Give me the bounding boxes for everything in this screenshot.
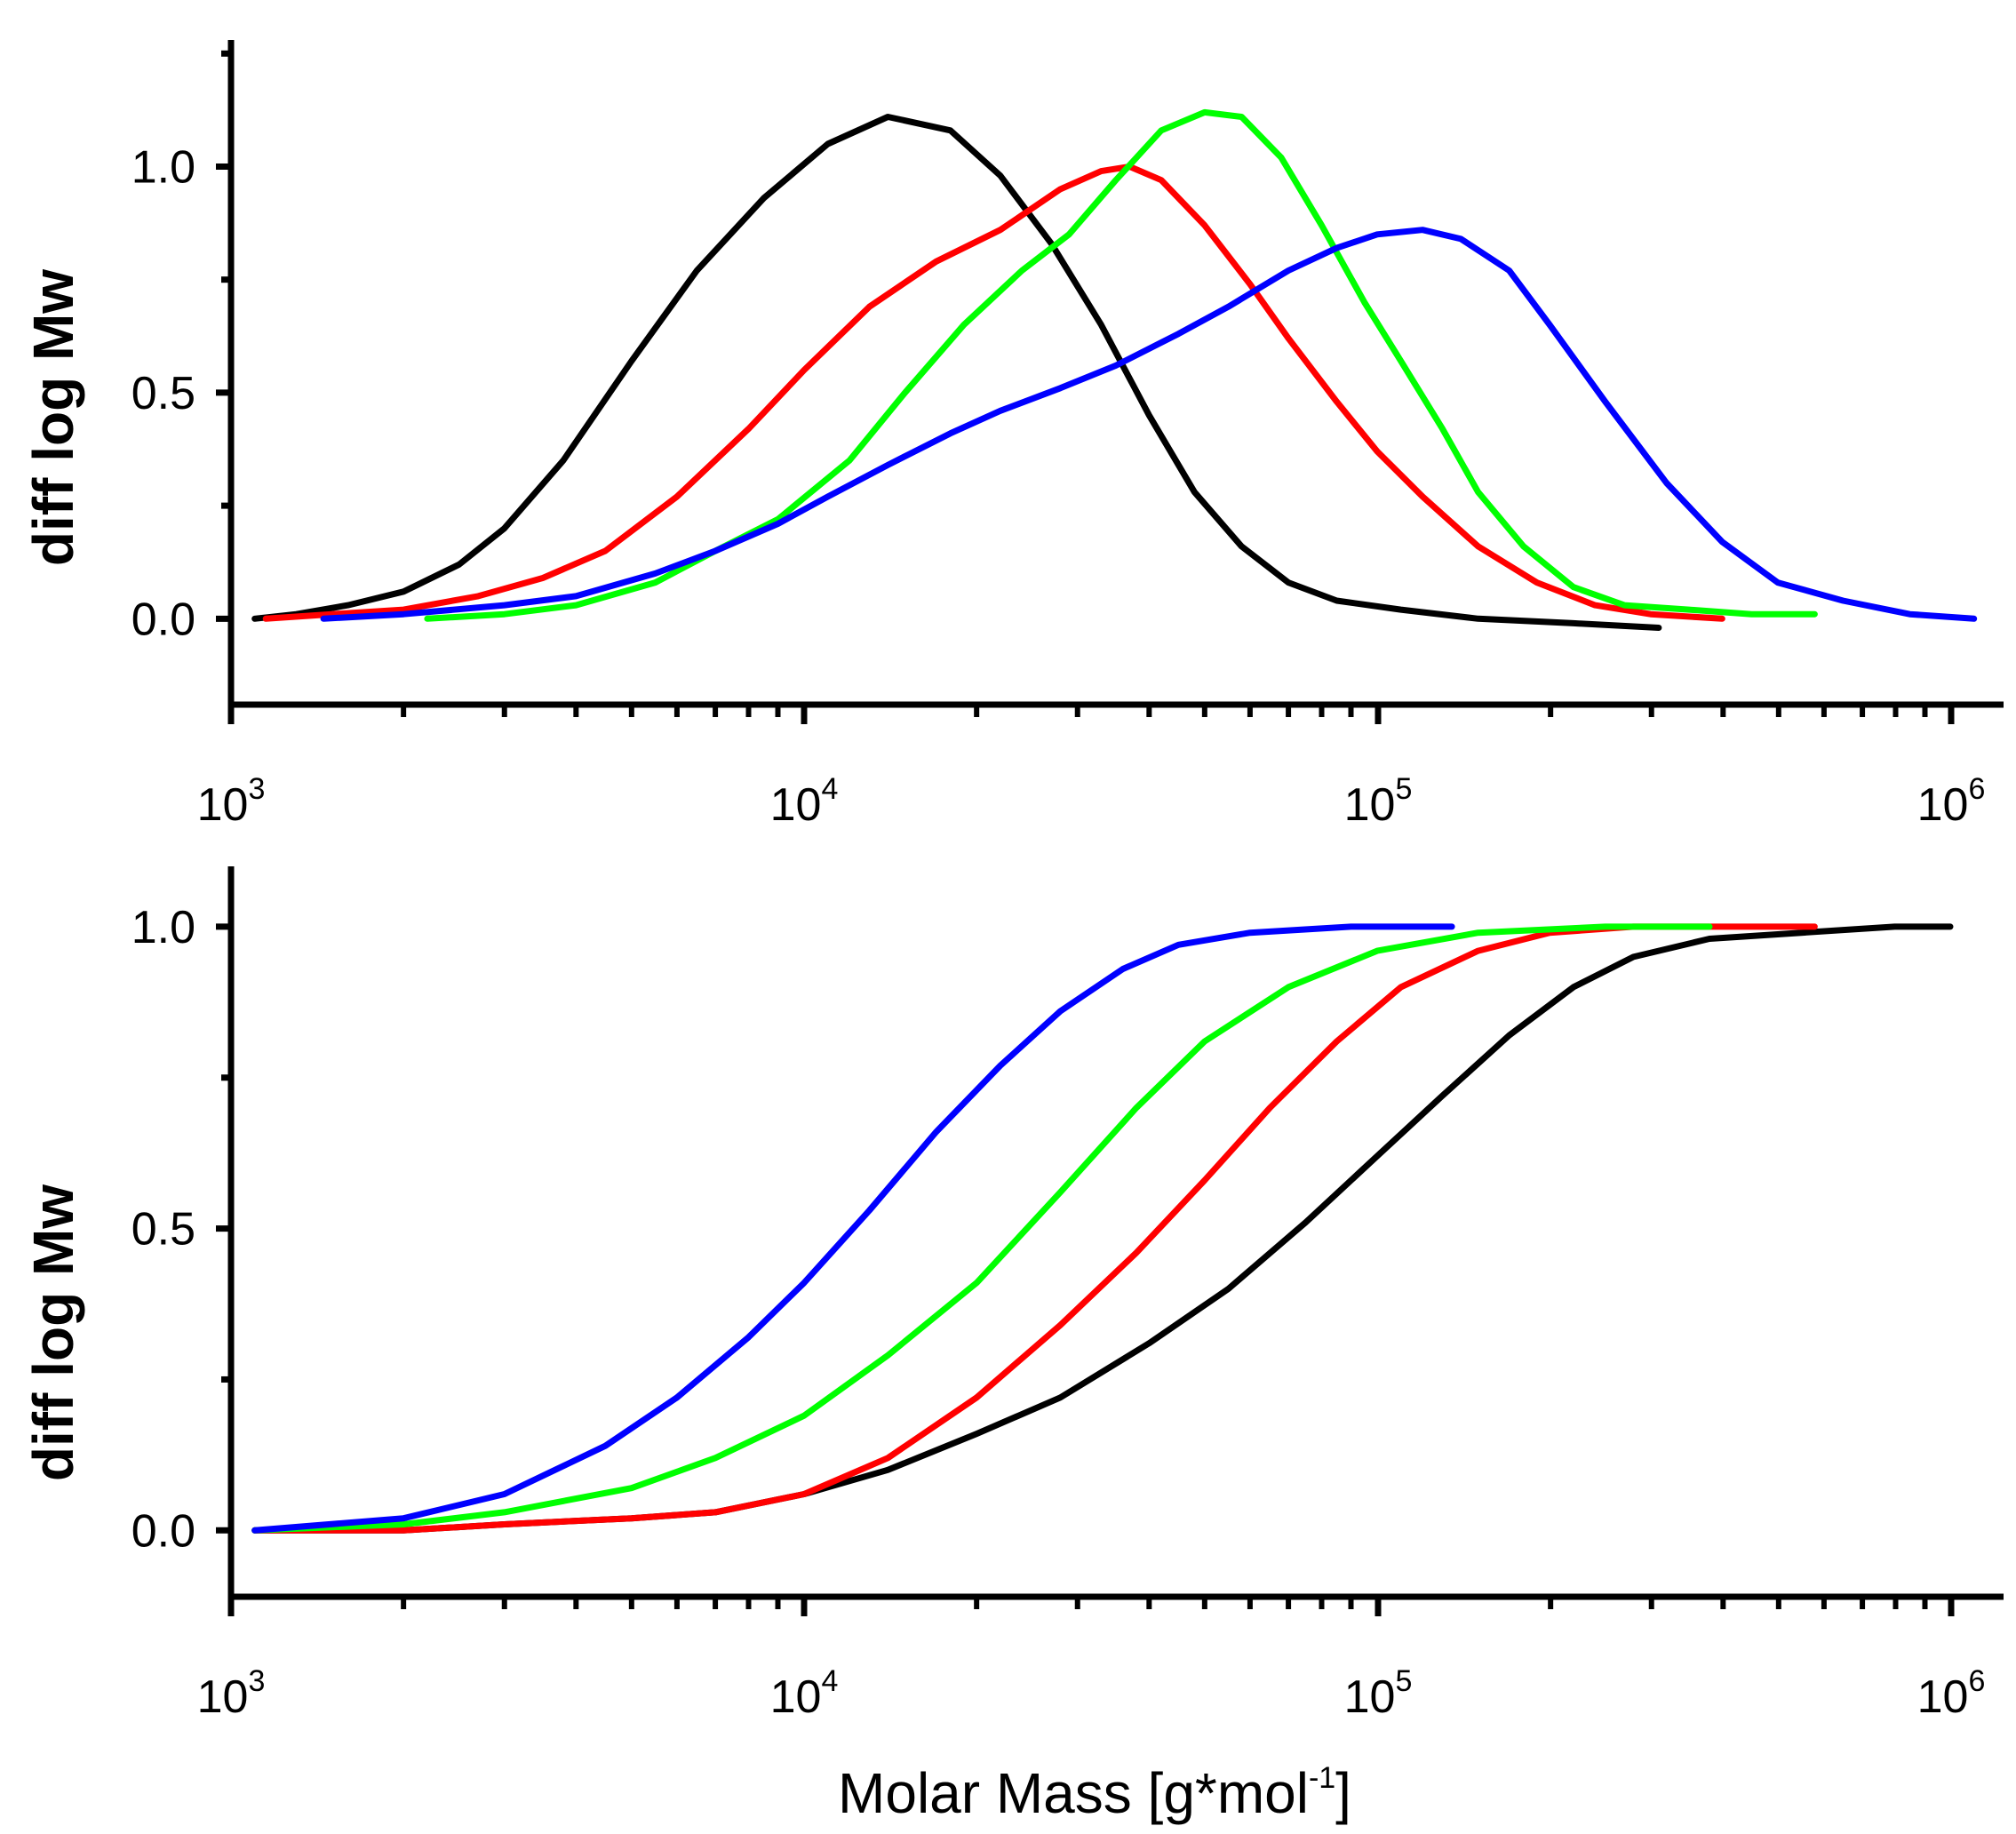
x-axis-label-main: Molar Mass [g*mol — [838, 1761, 1309, 1825]
x-tick-label: 105 — [1344, 772, 1413, 831]
y-tick-label: 0.5 — [131, 368, 195, 419]
x-tick-label: 104 — [770, 1664, 839, 1723]
series-line-green — [251, 923, 1713, 1534]
x-tick-label: 106 — [1917, 1664, 1986, 1723]
y-tick-label: 1.0 — [131, 141, 195, 193]
x-axis-label-superscript: -1 — [1309, 1761, 1335, 1795]
bottom-y-axis-label: diff log Mw — [21, 1184, 85, 1481]
series-line-black — [251, 923, 1954, 1534]
x-tick-label: 104 — [770, 772, 839, 831]
series-line-black — [251, 114, 1662, 631]
y-tick-label: 0.5 — [131, 1204, 195, 1256]
x-tick-label: 103 — [197, 772, 266, 831]
top-y-axis-label: diff log Mw — [21, 269, 85, 566]
x-tick-label: 103 — [197, 1664, 266, 1723]
series-line-blue — [320, 227, 1978, 622]
top-series-group — [251, 108, 1978, 631]
bottom-axis-ticks: 0.0 0.5 1.0 103 104 105 106 — [131, 902, 1986, 1723]
top-panel: 0.0 0.5 1.0 103 104 105 106 diff log Mw — [21, 40, 2004, 831]
x-axis-label-bracket: ] — [1335, 1761, 1351, 1825]
x-axis-label: Molar Mass [g*mol-1] — [838, 1761, 1351, 1825]
x-tick-label: 106 — [1917, 772, 1986, 831]
y-tick-label: 1.0 — [131, 902, 195, 953]
series-line-blue — [251, 923, 1455, 1534]
bottom-panel: 0.0 0.5 1.0 103 104 105 106 diff log Mw Molar … — [21, 866, 2004, 1825]
y-tick-label: 0.0 — [131, 594, 195, 645]
top-axis-ticks: 0.0 0.5 1.0 103 104 105 106 — [131, 50, 1986, 831]
series-line-red — [251, 923, 1818, 1534]
series-line-red — [262, 163, 1725, 622]
y-tick-label: 0.0 — [131, 1505, 195, 1557]
bottom-series-group — [251, 923, 1954, 1534]
x-tick-label: 105 — [1344, 1664, 1413, 1723]
